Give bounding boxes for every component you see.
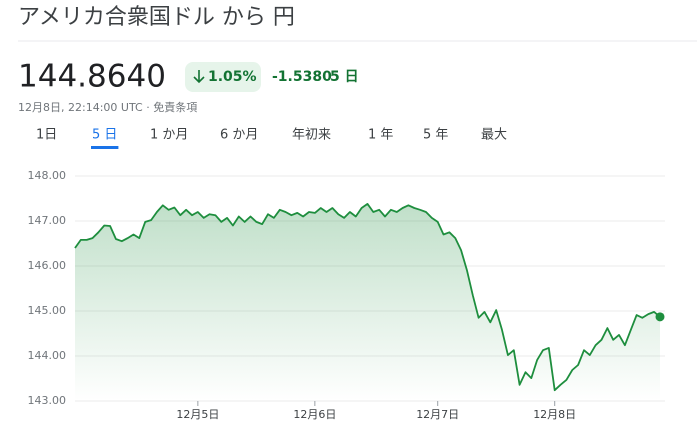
x-tick-label: 12月5日 bbox=[176, 408, 219, 421]
y-tick-label: 147.00 bbox=[28, 214, 67, 227]
period: 5 日 bbox=[330, 69, 359, 85]
disclaimer[interactable]: 免責条項 bbox=[153, 100, 197, 114]
tab[interactable]: 最大 bbox=[481, 128, 507, 143]
last-point bbox=[655, 312, 665, 322]
price: 144.8640 bbox=[18, 59, 166, 95]
tab[interactable]: 年初来 bbox=[292, 128, 331, 143]
tab[interactable]: 1 年 bbox=[368, 128, 393, 143]
y-tick-label: 143.00 bbox=[28, 394, 67, 407]
y-tick-label: 148.00 bbox=[28, 169, 67, 182]
timestamp: 12月8日, 22:14:00 UTC · 免責条項 bbox=[18, 100, 197, 114]
tabs: 1日 5 日 1 か月 6 か月 年初来 1 年 5 年 最大 bbox=[36, 128, 507, 149]
separator: · bbox=[143, 101, 154, 114]
x-tick-label: 12月7日 bbox=[416, 408, 459, 421]
y-tick-label: 145.00 bbox=[28, 304, 67, 317]
tab[interactable]: 5 日 bbox=[92, 128, 117, 143]
line bbox=[74, 203, 661, 392]
title: アメリカ合衆国ドル から 円 bbox=[18, 5, 295, 30]
tab-underline bbox=[91, 146, 119, 149]
tab[interactable]: 1 か月 bbox=[150, 128, 188, 143]
x-tick-label: 12月6日 bbox=[293, 408, 336, 421]
change: -1.5380 bbox=[272, 69, 332, 85]
tab[interactable]: 5 年 bbox=[423, 128, 448, 143]
down-arrow bbox=[193, 70, 205, 84]
change-chip bbox=[185, 62, 261, 92]
change-percent: 1.05% bbox=[208, 69, 257, 85]
y-tick-label: 144.00 bbox=[28, 349, 67, 362]
x-tick-label: 12月8日 bbox=[533, 408, 576, 421]
plot: 143.00 144.00 145.00 146.00 147.00 148.00 12月5… bbox=[28, 169, 665, 421]
y-tick-label: 146.00 bbox=[28, 259, 67, 272]
tab[interactable]: 1日 bbox=[36, 128, 57, 143]
tab[interactable]: 6 か月 bbox=[220, 128, 258, 143]
timestamp-text: 12月8日, 22:14:00 UTC bbox=[18, 101, 143, 114]
